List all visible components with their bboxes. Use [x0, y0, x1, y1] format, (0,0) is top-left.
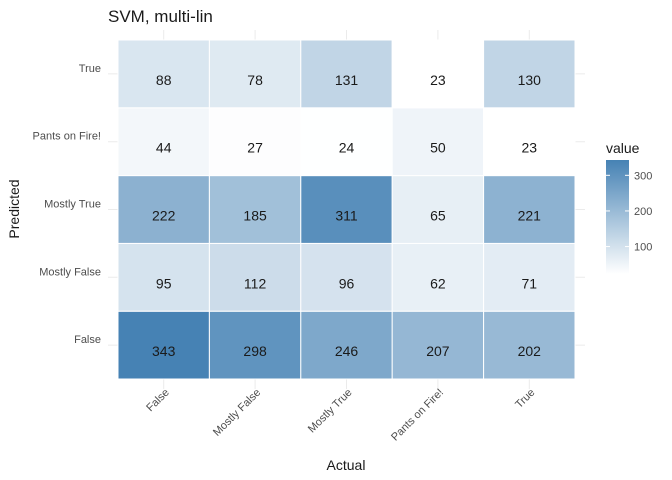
x-axis-title: Actual	[327, 457, 366, 473]
y-tick-label: Pants on Fire!	[33, 131, 101, 143]
cell-value-label: 23	[430, 72, 446, 88]
x-tick-label: True	[513, 387, 537, 411]
cell-value-label: 95	[156, 275, 172, 291]
cell-value-label: 298	[243, 343, 267, 359]
cell-value-label: 112	[244, 275, 267, 291]
heatmap-cell	[117, 39, 210, 109]
heatmap-cell	[300, 39, 393, 109]
heatmap-cell	[300, 242, 393, 312]
y-tick-label: Mostly False	[39, 266, 101, 278]
heatmap-cells	[117, 39, 576, 380]
x-tick-label: False	[144, 387, 172, 415]
y-tick-label: False	[74, 334, 101, 346]
cell-value-label: 23	[522, 140, 538, 156]
heatmap-cell	[300, 175, 393, 244]
x-tick-label: Pants on Fire!	[389, 387, 446, 444]
legend-tick-label: 200	[634, 206, 652, 218]
heatmap-cell	[483, 310, 576, 380]
legend-title: value	[606, 140, 640, 156]
cell-value-labels: 343 298 246 207 202 95 112 96 62 71 222 185 311 65 221…	[152, 72, 541, 359]
cell-value-label: 44	[156, 140, 172, 156]
cell-value-label: 62	[430, 275, 446, 291]
heatmap-cell	[391, 242, 485, 312]
cell-value-label: 222	[152, 208, 176, 224]
legend-color-bar	[606, 160, 629, 274]
x-axis-tick-labels: False Mostly False Mostly True Pants on Fir…	[144, 387, 537, 444]
legend-tick-label: 300	[634, 170, 652, 182]
y-tick-label: True	[79, 63, 101, 75]
cell-value-label: 311	[335, 208, 358, 224]
heatmap-cell	[117, 107, 210, 177]
heatmap-cell	[483, 242, 576, 312]
cell-value-label: 131	[335, 72, 359, 88]
cell-value-label: 24	[339, 140, 355, 156]
y-axis-tick-labels: False Mostly False Mostly True Pants on Fir…	[33, 63, 101, 346]
cell-value-label: 221	[518, 208, 542, 224]
cell-value-label: 78	[247, 72, 263, 88]
heatmap-cell	[208, 175, 302, 244]
legend-tick-label: 100	[634, 242, 652, 254]
heatmap-cell	[483, 107, 576, 177]
heatmap-cell	[117, 242, 210, 312]
chart-title: SVM, multi-lin	[108, 7, 213, 26]
cell-value-label: 207	[426, 343, 450, 359]
heatmap-cell	[117, 175, 210, 244]
cell-value-label: 88	[156, 72, 172, 88]
cell-value-label: 246	[335, 343, 359, 359]
x-tick-label: Mostly False	[211, 387, 263, 439]
heatmap-cell	[483, 39, 576, 109]
x-tick-label: Mostly True	[306, 387, 355, 436]
cell-value-label: 96	[339, 275, 355, 291]
cell-value-label: 50	[430, 140, 446, 156]
y-tick-label: Mostly True	[44, 199, 101, 211]
cell-value-label: 185	[243, 208, 267, 224]
cell-value-label: 27	[247, 140, 263, 156]
heatmap-cell	[208, 310, 302, 380]
cell-value-label: 130	[518, 72, 542, 88]
y-axis-title: Predicted	[6, 179, 22, 238]
heatmap-cell	[391, 310, 485, 380]
heatmap-cell	[208, 107, 302, 177]
heatmap-cell	[391, 39, 485, 109]
color-legend: value 100 200 300	[606, 140, 652, 274]
cell-value-label: 71	[522, 275, 538, 291]
cell-value-label: 202	[518, 343, 542, 359]
legend-ticks: 100 200 300	[606, 170, 652, 254]
heatmap-cell	[300, 310, 393, 380]
cell-value-label: 343	[152, 343, 176, 359]
heatmap-cell	[208, 242, 302, 312]
cell-value-label: 65	[430, 208, 446, 224]
